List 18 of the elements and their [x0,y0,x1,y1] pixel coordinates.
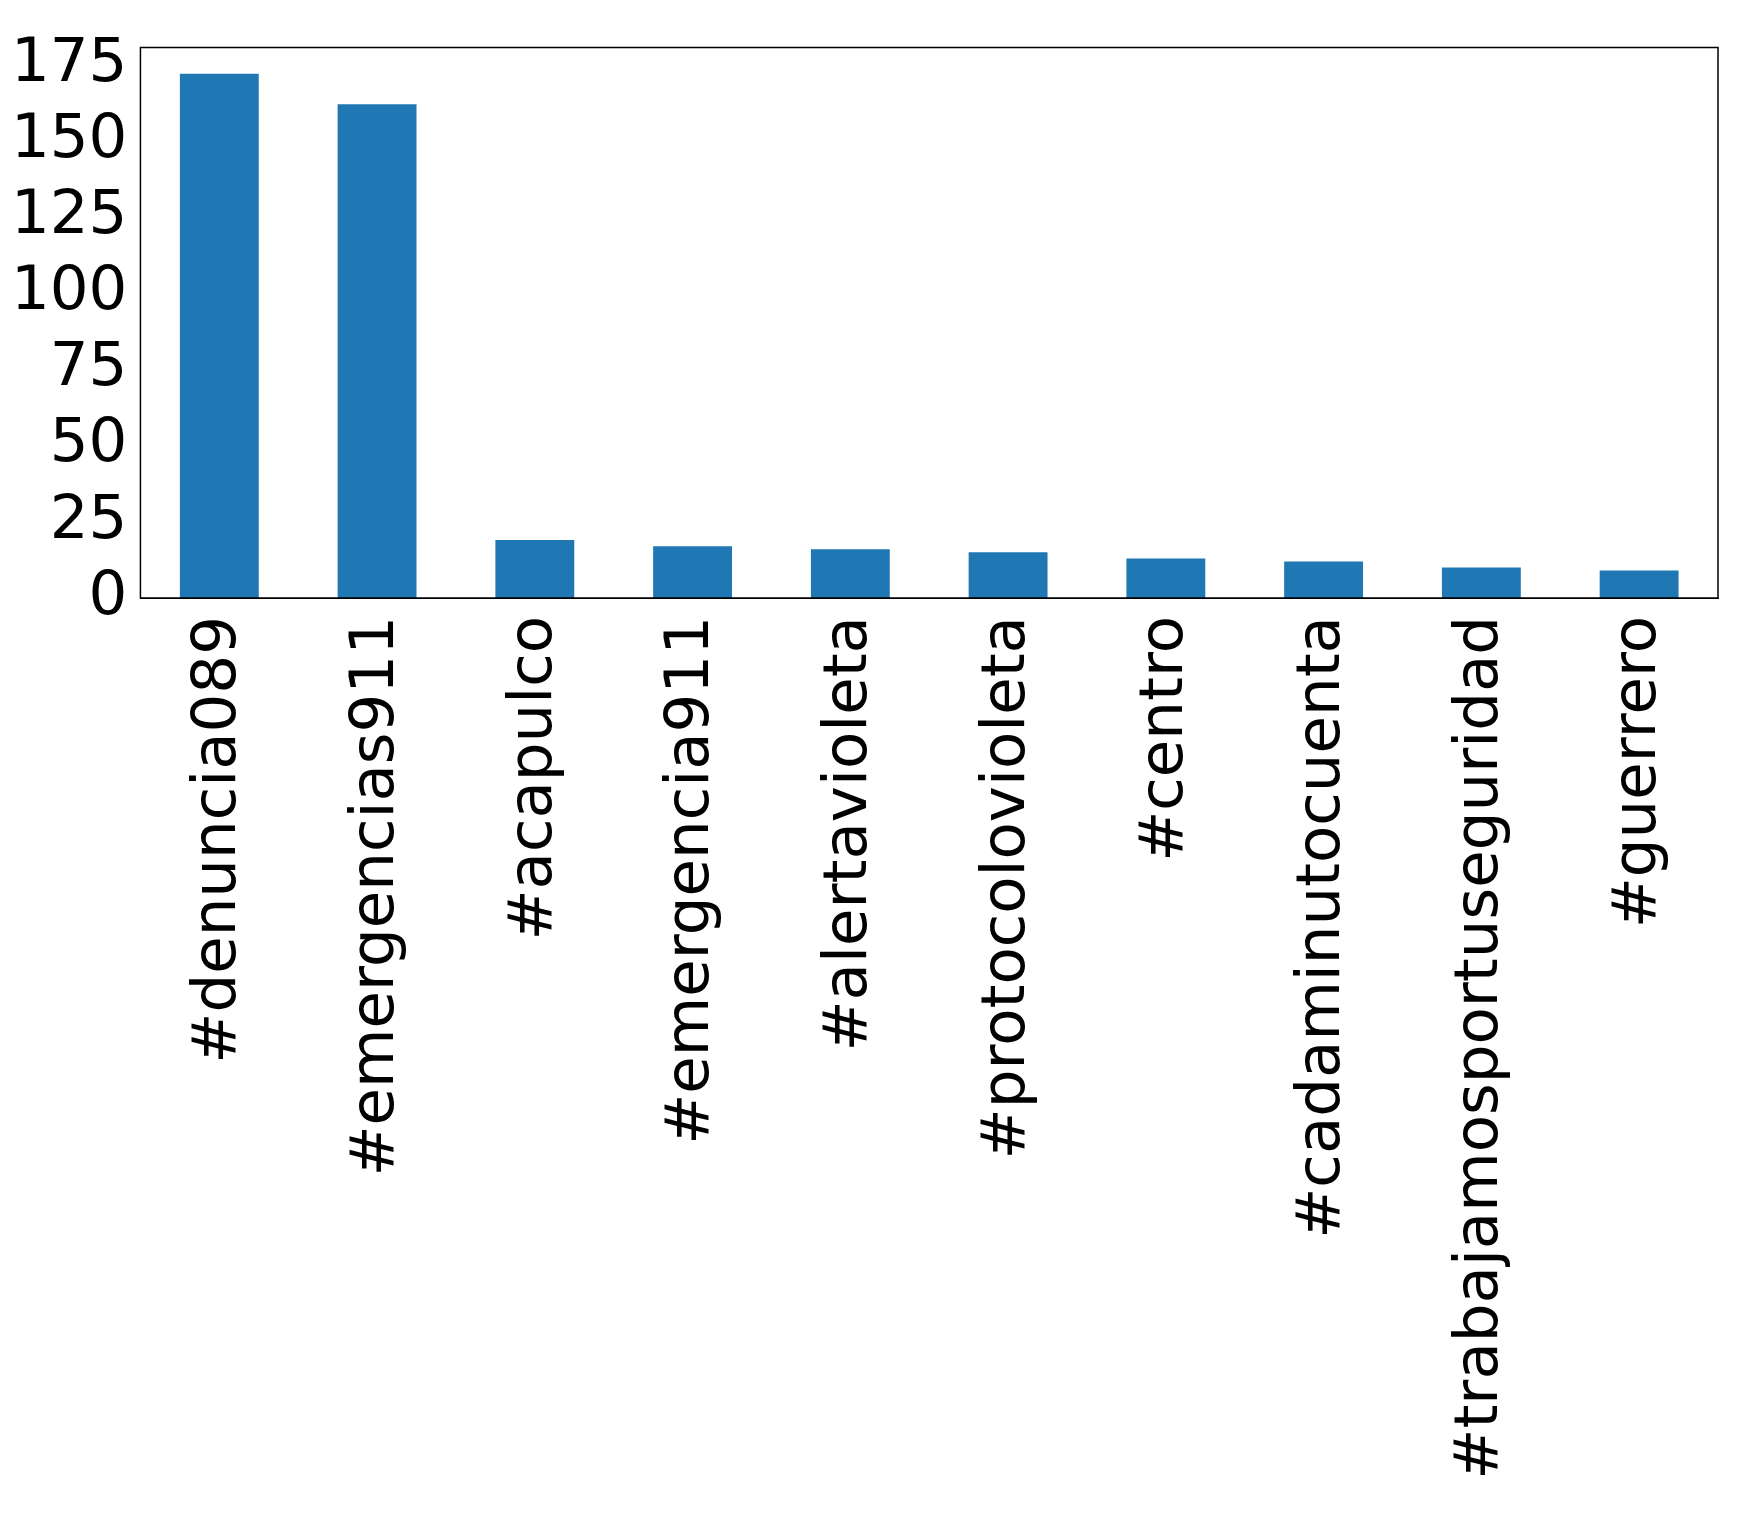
y-tick-label: 75 [49,328,128,400]
x-tick-label: #trabajamosportuseguridad [1440,616,1512,1480]
x-tick-label: #alertavioleta [809,616,881,1052]
y-tick-label: 125 [10,175,128,247]
x-tick-label: #emergencias911 [335,616,407,1177]
y-tick-label: 100 [10,252,128,324]
y-tick-label: 25 [49,480,128,552]
x-tick-label: #protocolovioleta [966,616,1038,1160]
x-tick-label: #acapulco [493,616,565,941]
x-tick-label: #emergencia911 [651,616,723,1145]
y-tick-label: 50 [49,404,128,476]
x-tick-label: #guerrero [1597,616,1669,929]
x-tick-label: #centro [1124,616,1196,862]
y-tick-label: 0 [88,556,128,628]
y-tick-label: 150 [10,99,128,171]
x-tick-label: #cadaminutocuenta [1282,616,1354,1239]
y-tick-label: 175 [10,23,128,95]
x-tick-label: #denuncia089 [178,616,250,1064]
